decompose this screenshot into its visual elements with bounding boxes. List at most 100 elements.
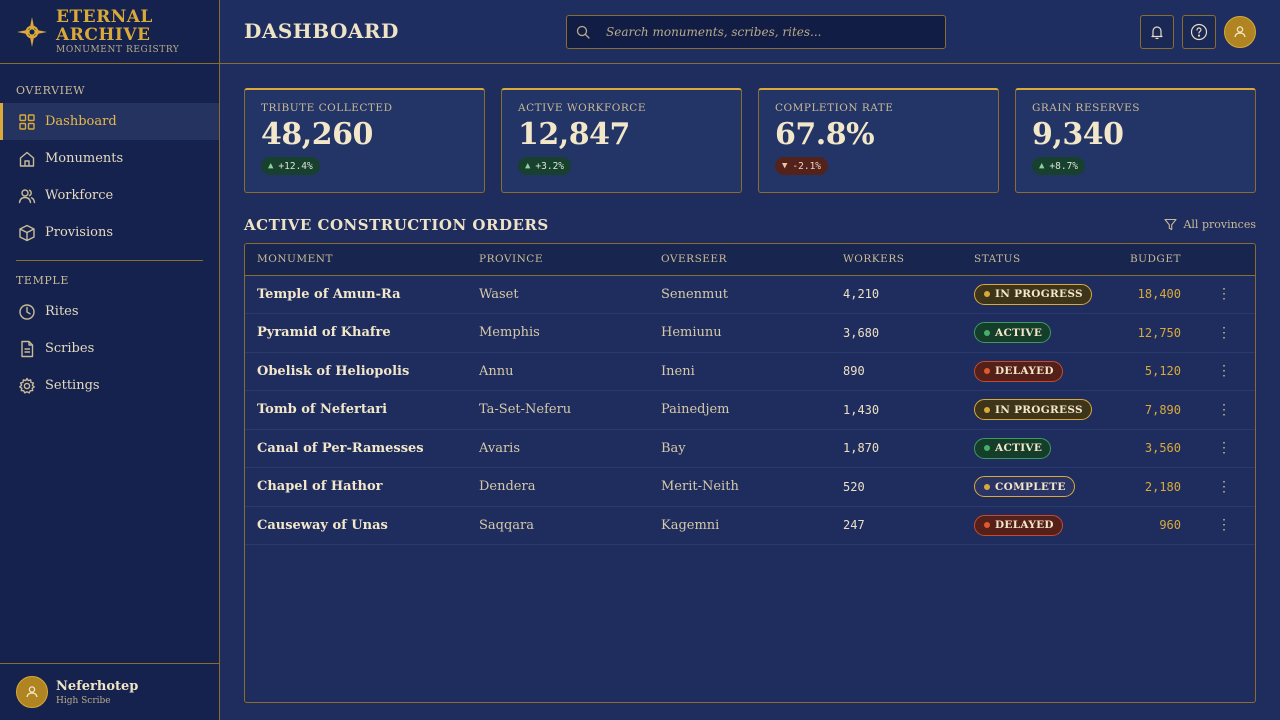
avatar	[16, 676, 48, 708]
cell-province: Avaris	[479, 440, 520, 456]
cell-workers: 4,210	[843, 287, 880, 302]
cell-province: Dendera	[479, 479, 536, 495]
orders-table: MONUMENT PROVINCE OVERSEER WORKERS STATU…	[244, 243, 1256, 703]
column-header-overseer[interactable]: OVERSEER	[661, 253, 728, 266]
sidebar-item-label: Workforce	[45, 188, 114, 203]
table-row[interactable]: Canal of Per-Ramesses Avaris Bay 1,870 ACTIV…	[245, 429, 1255, 468]
row-menu-button[interactable]: ⋮	[1181, 429, 1255, 468]
column-header-status[interactable]: STATUS	[974, 253, 1021, 266]
status-badge: ACTIVE	[974, 322, 1052, 344]
sidebar-divider	[16, 260, 203, 261]
cell-workers: 520	[843, 479, 865, 494]
sidebar-item-workforce[interactable]: Workforce	[0, 177, 219, 214]
cell-budget: 3,560	[1144, 441, 1181, 456]
status-badge: ACTIVE	[974, 437, 1052, 459]
stat-delta-badge: ▲ +3.2%	[518, 157, 572, 175]
stat-delta-badge: ▼ -2.1%	[775, 157, 829, 175]
cell-province: Annu	[479, 363, 514, 379]
section-label-overview: OVERVIEW	[16, 84, 86, 97]
table-row[interactable]: Chapel of Hathor Dendera Merit-Neith 520 COM…	[245, 468, 1255, 507]
row-menu-button[interactable]: ⋮	[1181, 468, 1255, 507]
column-header-monument[interactable]: MONUMENT	[257, 253, 334, 266]
status-dot-icon	[984, 329, 990, 336]
sidebar-item-scribes[interactable]: Scribes	[0, 330, 219, 367]
table-row[interactable]: Tomb of Nefertari Ta-Set-Neferu Painedjem 1…	[245, 391, 1255, 430]
sidebar-item-rites[interactable]: Rites	[0, 293, 219, 330]
brand[interactable]: ETERNAL ARCHIVE MONUMENT REGISTRY	[0, 0, 219, 64]
sidebar-item-monuments[interactable]: Monuments	[0, 140, 219, 177]
status-badge: IN PROGRESS	[974, 283, 1092, 305]
column-header-workers[interactable]: WORKERS	[843, 253, 905, 266]
cell-workers: 3,680	[843, 325, 880, 340]
search-input[interactable]	[606, 25, 926, 39]
cell-status: ACTIVE	[962, 429, 1090, 468]
table-row[interactable]: Pyramid of Khafre Memphis Hemiunu 3,680 ACTI…	[245, 314, 1255, 353]
cell-status: IN PROGRESS	[962, 275, 1092, 314]
cell-status: DELAYED	[962, 352, 1090, 391]
table-row[interactable]: Causeway of Unas Saqqara Kagemni 247 DELAYED…	[245, 506, 1255, 545]
trend-up-icon: ▲	[1039, 161, 1045, 171]
column-header-budget[interactable]: BUDGET	[1129, 253, 1181, 266]
stat-card-tribute[interactable]: TRIBUTE COLLECTED 48,260 ▲ +12.4%	[244, 88, 485, 193]
status-label: IN PROGRESS	[995, 403, 1083, 416]
cell-status: IN PROGRESS	[962, 391, 1092, 430]
row-menu-button[interactable]: ⋮	[1181, 314, 1255, 353]
sidebar: ETERNAL ARCHIVE MONUMENT REGISTRY OVERVI…	[0, 0, 220, 720]
cell-province: Memphis	[479, 325, 540, 341]
sidebar-item-label: Provisions	[45, 225, 113, 240]
status-badge: IN PROGRESS	[974, 399, 1092, 421]
cell-monument[interactable]: Chapel of Hathor	[257, 479, 383, 495]
sidebar-item-provisions[interactable]: Provisions	[0, 214, 219, 251]
sidebar-item-label: Dashboard	[45, 114, 117, 129]
row-menu-button[interactable]: ⋮	[1181, 275, 1255, 314]
cell-monument[interactable]: Obelisk of Heliopolis	[257, 363, 410, 379]
stat-value: 12,847	[518, 117, 630, 152]
stat-delta-badge: ▲ +12.4%	[261, 157, 320, 175]
sidebar-item-dashboard[interactable]: Dashboard	[0, 103, 219, 140]
filter-label: All provinces	[1183, 218, 1256, 231]
cell-workers: 247	[843, 518, 865, 533]
search-bar[interactable]	[566, 15, 946, 49]
cell-monument[interactable]: Canal of Per-Ramesses	[257, 440, 424, 456]
sidebar-item-settings[interactable]: Settings	[0, 367, 219, 404]
home-icon	[18, 150, 36, 168]
stat-delta-badge: ▲ +8.7%	[1032, 157, 1086, 175]
gear-icon	[18, 377, 36, 395]
user-profile[interactable]: Neferhotep High Scribe	[0, 663, 219, 720]
cell-status: ACTIVE	[962, 314, 1090, 353]
cell-monument[interactable]: Causeway of Unas	[257, 517, 388, 533]
status-label: ACTIVE	[995, 326, 1043, 339]
cell-monument[interactable]: Pyramid of Khafre	[257, 325, 391, 341]
cell-province: Saqqara	[479, 517, 535, 533]
cell-workers: 1,870	[843, 441, 880, 456]
status-dot-icon	[984, 522, 990, 529]
province-filter[interactable]: All provinces	[1164, 218, 1256, 231]
help-button[interactable]	[1182, 15, 1216, 49]
user-avatar-button[interactable]	[1224, 16, 1256, 48]
row-menu-button[interactable]: ⋮	[1181, 391, 1255, 430]
cell-monument[interactable]: Tomb of Nefertari	[257, 402, 388, 418]
cell-workers: 890	[843, 364, 865, 379]
notifications-button[interactable]	[1140, 15, 1174, 49]
row-menu-button[interactable]: ⋮	[1181, 506, 1255, 545]
column-header-province[interactable]: PROVINCE	[479, 253, 544, 266]
stat-label: GRAIN RESERVES	[1032, 102, 1140, 114]
orders-header: ACTIVE CONSTRUCTION ORDERS All provinces	[244, 216, 1256, 236]
stat-card-workforce[interactable]: ACTIVE WORKFORCE 12,847 ▲ +3.2%	[501, 88, 742, 193]
cell-budget: 12,750	[1137, 325, 1181, 340]
more-vertical-icon: ⋮	[1217, 401, 1231, 418]
column-header-actions	[1181, 244, 1255, 275]
stat-card-completion[interactable]: COMPLETION RATE 67.8% ▼ -2.1%	[758, 88, 999, 193]
stat-card-grain[interactable]: GRAIN RESERVES 9,340 ▲ +8.7%	[1015, 88, 1256, 193]
more-vertical-icon: ⋮	[1217, 517, 1231, 534]
status-dot-icon	[984, 483, 990, 490]
user-name: Neferhotep	[56, 678, 139, 694]
cell-budget: 960	[1159, 518, 1181, 533]
cell-budget: 2,180	[1144, 479, 1181, 494]
cell-monument[interactable]: Temple of Amun-Ra	[257, 286, 401, 302]
table-row[interactable]: Temple of Amun-Ra Waset Senenmut 4,210 IN PR…	[245, 275, 1255, 314]
table-row[interactable]: Obelisk of Heliopolis Annu Ineni 890 DELAYED…	[245, 352, 1255, 391]
page-title: DASHBOARD	[244, 19, 399, 43]
row-menu-button[interactable]: ⋮	[1181, 352, 1255, 391]
status-label: DELAYED	[995, 365, 1054, 378]
